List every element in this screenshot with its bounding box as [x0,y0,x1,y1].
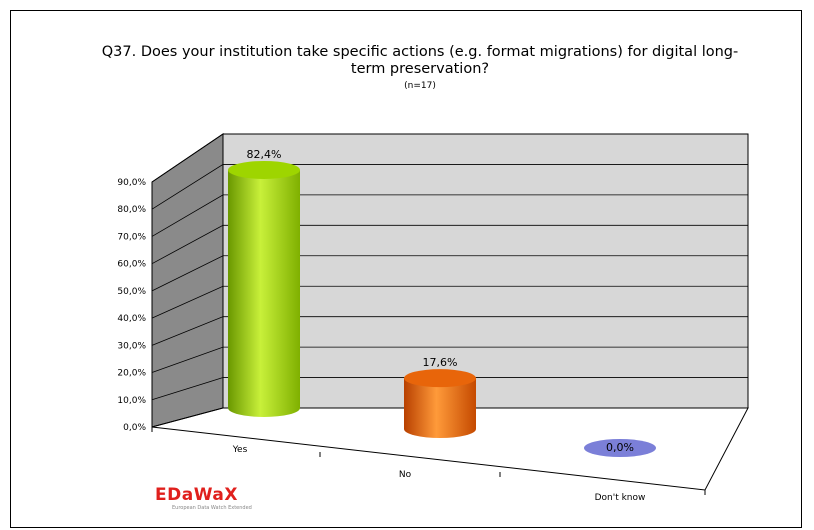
gridline [151,407,748,428]
y-tick-label: 10,0% [117,396,146,406]
gridline [151,194,748,237]
gridline [151,377,748,401]
gridline [151,316,748,346]
bar-yes [228,169,300,417]
side-wall [151,133,224,428]
edawax-logo: EDaWaX [155,485,238,505]
category-label: No [399,470,412,480]
data-label: 17,6% [423,356,458,369]
data-label: 0,0% [606,441,634,454]
bar-top [404,369,476,388]
y-tick-label: 0,0% [123,423,146,433]
y-tick-label: 80,0% [117,205,146,215]
y-tick-label: 20,0% [117,369,146,379]
bar-top [228,160,300,179]
y-tick-label: 30,0% [117,341,146,351]
category-label: Don't know [595,493,646,503]
chart-title: Q37. Does your institution take specific… [101,44,739,77]
data-label: 82,4% [247,148,282,161]
gridline [151,224,748,265]
y-tick-label: 70,0% [117,232,146,242]
gridline [151,164,748,210]
y-tick-label: 40,0% [117,314,146,324]
gridline [151,285,748,319]
y-tick-label: 50,0% [117,287,146,297]
gridline [151,346,748,373]
y-tick-label: 60,0% [117,260,146,270]
chart-subtitle: (n=17) [404,81,436,91]
bar-no [404,378,476,438]
edawax-logo-tagline: European Data Watch Extended [172,505,252,511]
gridline [151,133,748,183]
back-wall [222,133,749,409]
y-tick-label: 90,0% [117,178,146,188]
category-label: Yes [232,445,248,455]
bar-don-t-know [584,439,656,457]
gridline [151,255,748,292]
